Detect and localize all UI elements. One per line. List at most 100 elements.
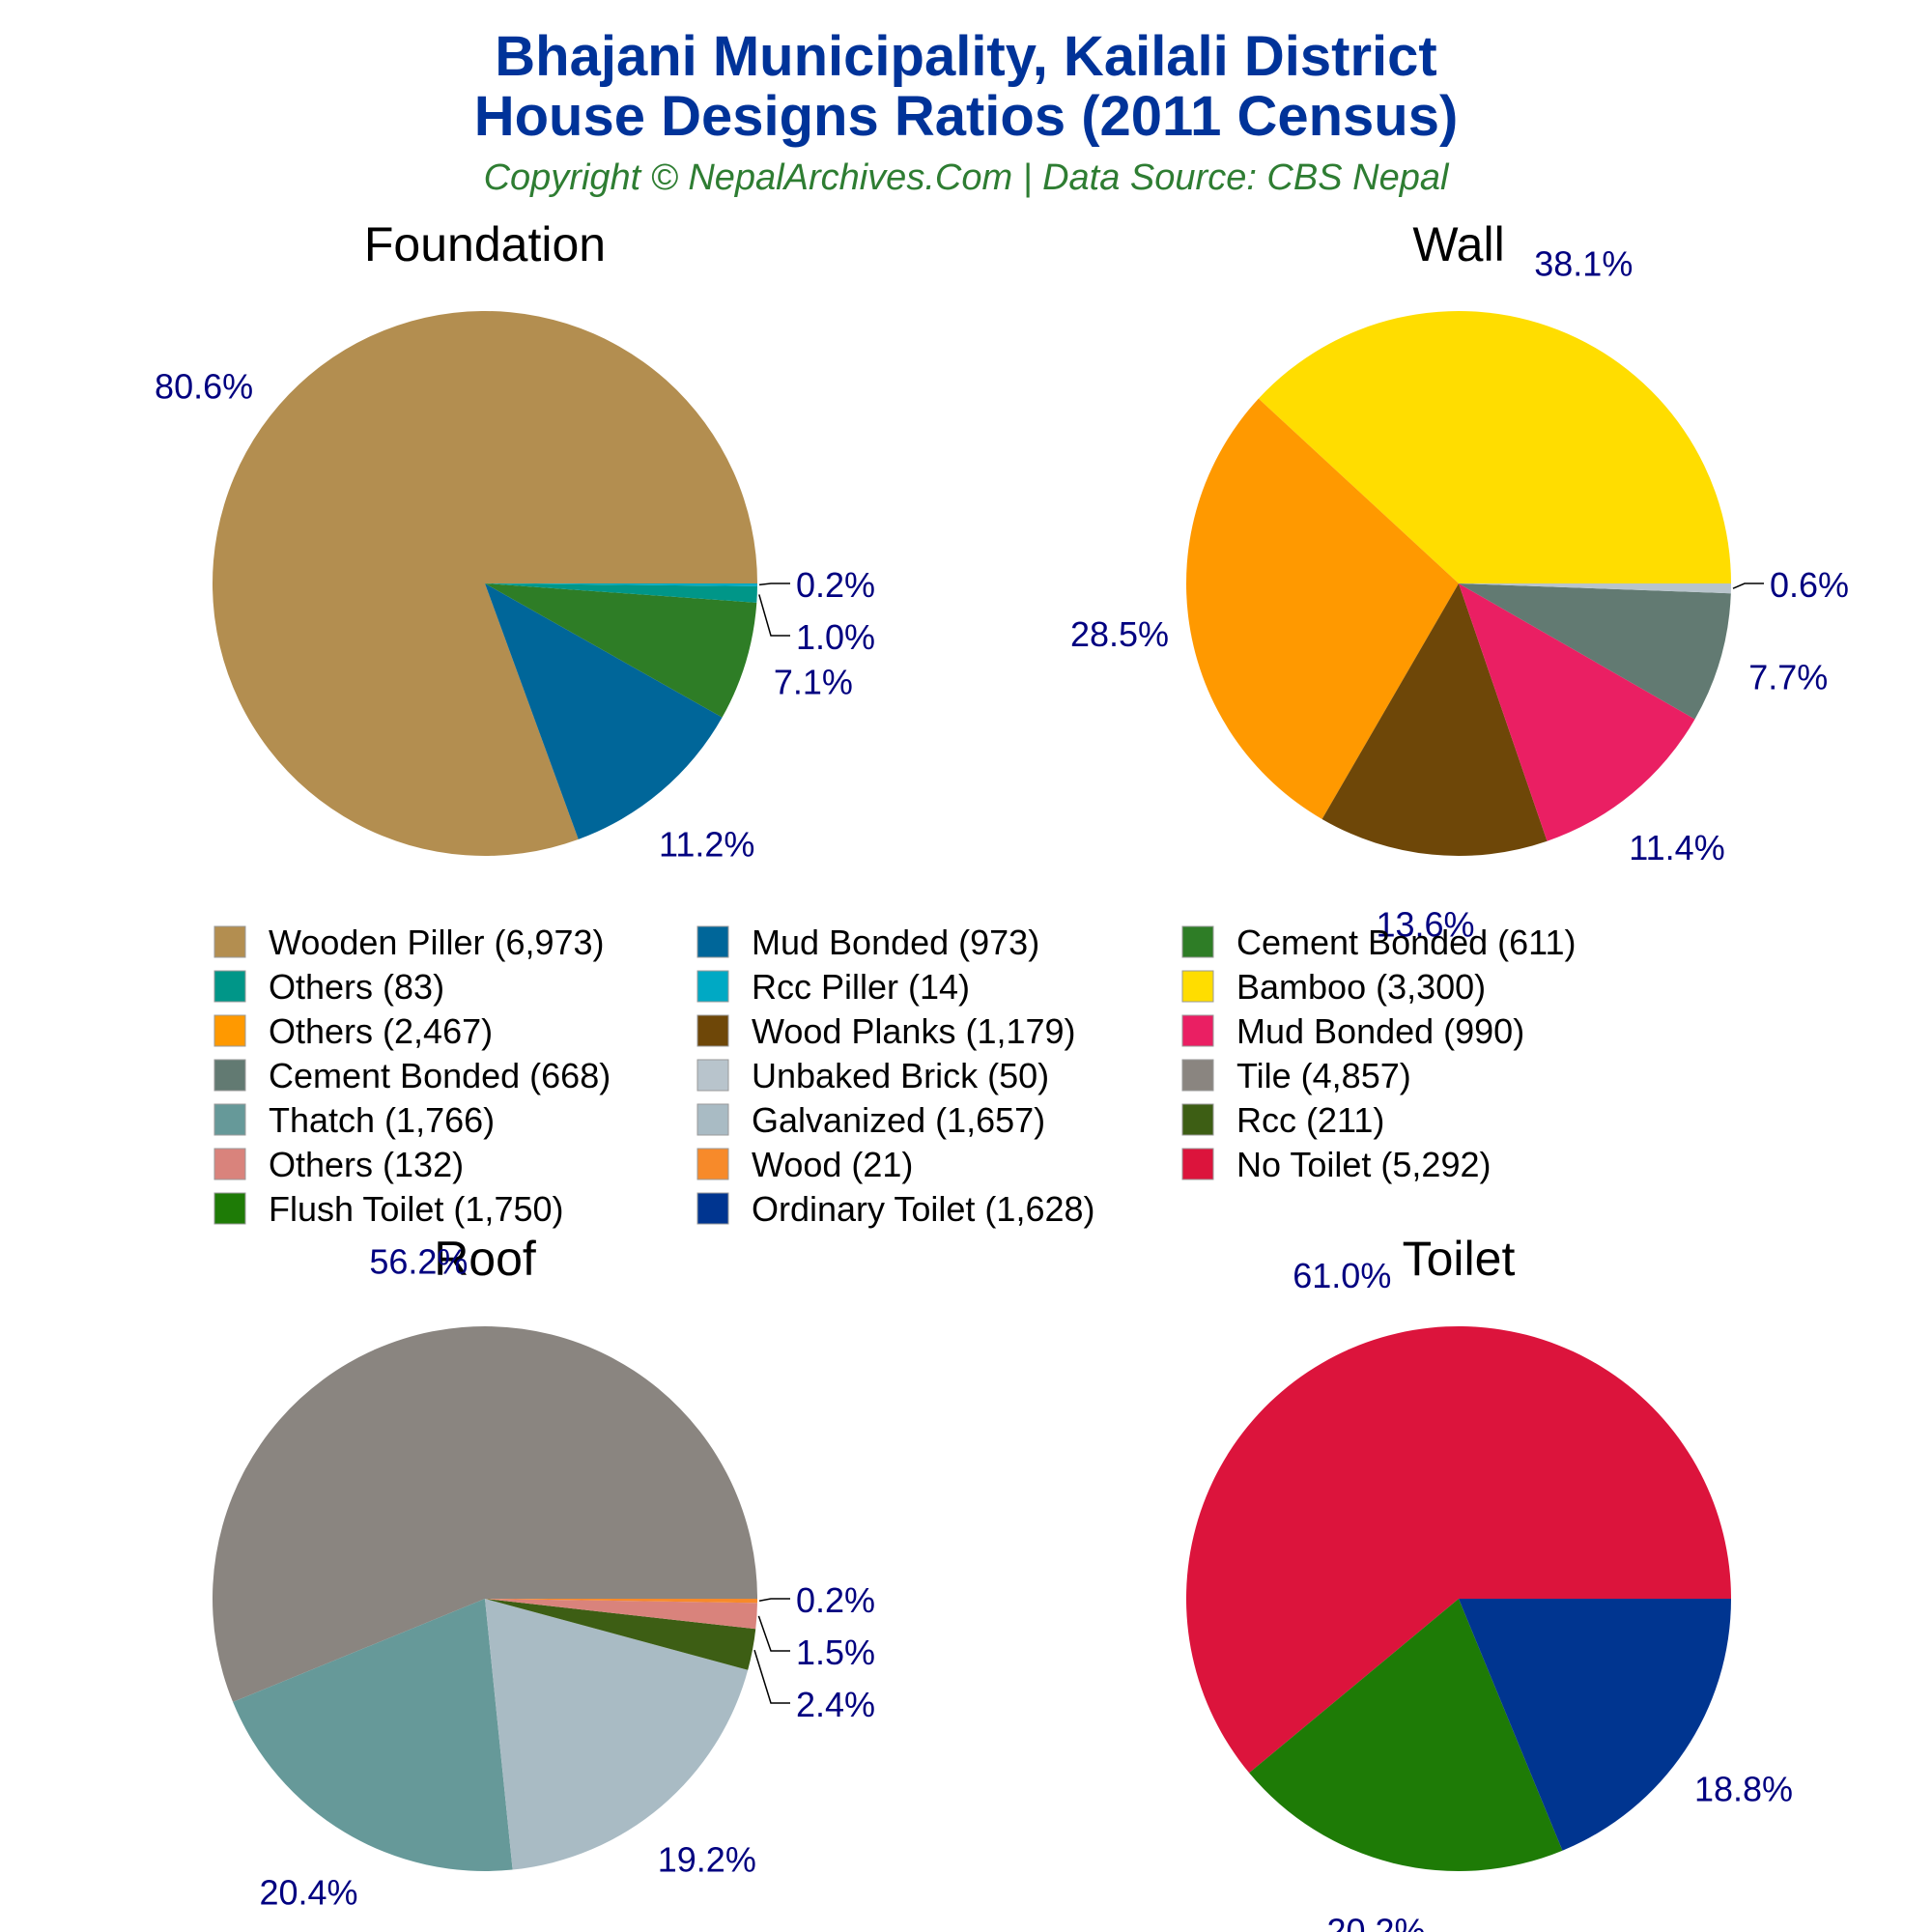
legend-swatch (213, 1103, 246, 1136)
roof-slice-rcc (485, 1599, 756, 1670)
legend-swatch (213, 970, 246, 1003)
legend-label: Unbaked Brick (50) (752, 1056, 1049, 1095)
wall-pct-label-mud-bonded: 11.4% (1629, 828, 1724, 867)
roof-pie-title: Roof (434, 1232, 536, 1286)
toilet-slice-no-toilet (1185, 1325, 1731, 1774)
legend-label: Mud Bonded (990) (1236, 1011, 1524, 1051)
foundation-slice-mud-bonded (485, 583, 723, 839)
wall-pct-label-cement-bonded: 7.7% (1748, 658, 1828, 697)
toilet-pct-label-ordinary-toilet: 18.8% (1694, 1770, 1793, 1809)
legend-item-wood-21: Wood (21) (696, 1145, 913, 1184)
legend-item-no-toilet-5-292: No Toilet (5,292) (1181, 1145, 1491, 1184)
legend-swatch (213, 1192, 246, 1225)
wall-slice-mud-bonded (1459, 583, 1695, 841)
legend-swatch (213, 925, 246, 958)
foundation-pct-label-cement-bonded: 7.1% (774, 662, 853, 701)
foundation-pct-label-others: 1.0% (796, 617, 875, 657)
legend-label: Wood Planks (1,179) (752, 1011, 1076, 1051)
legend-item-wooden-piller-6-973: Wooden Piller (6,973) (213, 923, 605, 962)
legend-item-others-132: Others (132) (213, 1145, 464, 1184)
legend-item-wood-planks-1-179: Wood Planks (1,179) (696, 1011, 1076, 1051)
roof-pct-label-wood: 0.2% (796, 1580, 875, 1620)
legend-item-cement-bonded-611: Cement Bonded (611) (1181, 923, 1577, 962)
legend-item-thatch-1-766: Thatch (1,766) (213, 1100, 495, 1140)
legend-swatch (1181, 970, 1214, 1003)
legend-label: Others (132) (269, 1145, 464, 1184)
legend-label: Thatch (1,766) (269, 1100, 495, 1140)
wall-slice-wood-planks (1321, 583, 1548, 856)
wall-slice-others (1186, 398, 1459, 819)
legend-label: Rcc Piller (14) (752, 967, 970, 1007)
legend-item-tile-4-857: Tile (4,857) (1181, 1056, 1411, 1095)
legend-item-unbaked-brick-50: Unbaked Brick (50) (696, 1056, 1049, 1095)
legend-swatch (696, 1103, 729, 1136)
legend-label: Rcc (211) (1236, 1100, 1384, 1140)
legend-label: Wooden Piller (6,973) (269, 923, 605, 962)
foundation-pie-title: Foundation (364, 217, 606, 271)
legend-item-flush-toilet-1-750: Flush Toilet (1,750) (213, 1189, 564, 1229)
legend-swatch (696, 1014, 729, 1047)
wall-slice-unbaked-brick (1459, 583, 1731, 594)
wall-pct-label-others: 28.5% (1070, 614, 1169, 654)
legend-swatch (1181, 1103, 1214, 1136)
foundation-slice-cement-bonded (485, 583, 757, 718)
foundation-slice-others (485, 583, 757, 603)
foundation-pct-label-others-leader (758, 594, 790, 637)
foundation-slice-wooden-piller (213, 310, 758, 856)
foundation-pct-label-wooden-piller: 80.6% (155, 367, 253, 407)
legend-label: Others (2,467) (269, 1011, 493, 1051)
legend-item-rcc-piller-14: Rcc Piller (14) (696, 967, 970, 1007)
legend-item-others-2-467: Others (2,467) (213, 1011, 493, 1051)
legend: Wooden Piller (6,973) Mud Bonded (973) Cem… (213, 923, 1577, 1229)
legend-swatch (696, 970, 729, 1003)
legend-swatch (696, 1148, 729, 1180)
legend-swatch (696, 1192, 729, 1225)
foundation-pct-label-rcc-piller-leader (758, 582, 790, 586)
legend-label: Cement Bonded (611) (1236, 923, 1577, 962)
roof-pct-label-others-leader (757, 1615, 790, 1652)
roof-pct-label-others: 1.5% (796, 1633, 875, 1672)
legend-item-cement-bonded-668: Cement Bonded (668) (213, 1056, 611, 1095)
foundation-pct-label-mud-bonded: 11.2% (659, 825, 754, 865)
page-title: Bhajani Municipality, Kailali District (495, 25, 1436, 88)
legend-label: Tile (4,857) (1236, 1056, 1411, 1095)
roof-pct-label-thatch: 20.4% (259, 1873, 357, 1913)
wall-pie-title: Wall (1412, 217, 1504, 271)
roof-pct-label-galvanized: 19.2% (658, 1840, 756, 1880)
foundation-slice-rcc-piller (485, 583, 758, 586)
toilet-slice-ordinary-toilet (1459, 1599, 1731, 1851)
toilet-pie: Toilet 61.0% 20.2% 18.8% (1185, 1232, 1793, 1932)
roof-slice-galvanized (485, 1599, 749, 1870)
legend-item-others-83: Others (83) (213, 967, 444, 1007)
legend-swatch (213, 1148, 246, 1180)
legend-label: Flush Toilet (1,750) (269, 1189, 564, 1229)
roof-pct-label-rcc: 2.4% (796, 1685, 875, 1724)
page-title-line2: House Designs Ratios (2011 Census) (474, 85, 1459, 148)
legend-swatch (1181, 1059, 1214, 1092)
legend-label: Galvanized (1,657) (752, 1100, 1045, 1140)
page-subtitle: Copyright © NepalArchives.Com | Data Sou… (484, 157, 1450, 198)
toilet-pie-title: Toilet (1403, 1232, 1516, 1286)
roof-slice-others (485, 1599, 757, 1630)
foundation-pct-label-rcc-piller: 0.2% (796, 565, 875, 605)
wall-pct-label-bamboo: 38.1% (1534, 243, 1633, 283)
toilet-pct-label-no-toilet: 61.0% (1293, 1256, 1391, 1295)
roof-pct-label-rcc-leader (753, 1649, 790, 1704)
legend-item-galvanized-1-657: Galvanized (1,657) (696, 1100, 1045, 1140)
wall-pct-label-unbaked-brick: 0.6% (1770, 565, 1849, 605)
wall-slice-bamboo (1258, 311, 1731, 583)
wall-pie: Wall 38.1% 28.5% 13.6% 11.4% 7.7% 0.6% (1070, 217, 1849, 944)
foundation-pie: Foundation 80.6% 11.2% 7.1% 0.2% 1.0% (155, 217, 875, 865)
legend-item-mud-bonded-990: Mud Bonded (990) (1181, 1011, 1524, 1051)
legend-swatch (696, 925, 729, 958)
legend-item-ordinary-toilet-1-628: Ordinary Toilet (1,628) (696, 1189, 1095, 1229)
toilet-slice-flush-toilet (1249, 1599, 1563, 1871)
roof-slice-thatch (233, 1599, 513, 1871)
legend-label: Others (83) (269, 967, 444, 1007)
legend-item-mud-bonded-973: Mud Bonded (973) (696, 923, 1039, 962)
legend-label: Cement Bonded (668) (269, 1056, 611, 1095)
legend-swatch (1181, 1148, 1214, 1180)
legend-label: No Toilet (5,292) (1236, 1145, 1491, 1184)
legend-swatch (213, 1059, 246, 1092)
